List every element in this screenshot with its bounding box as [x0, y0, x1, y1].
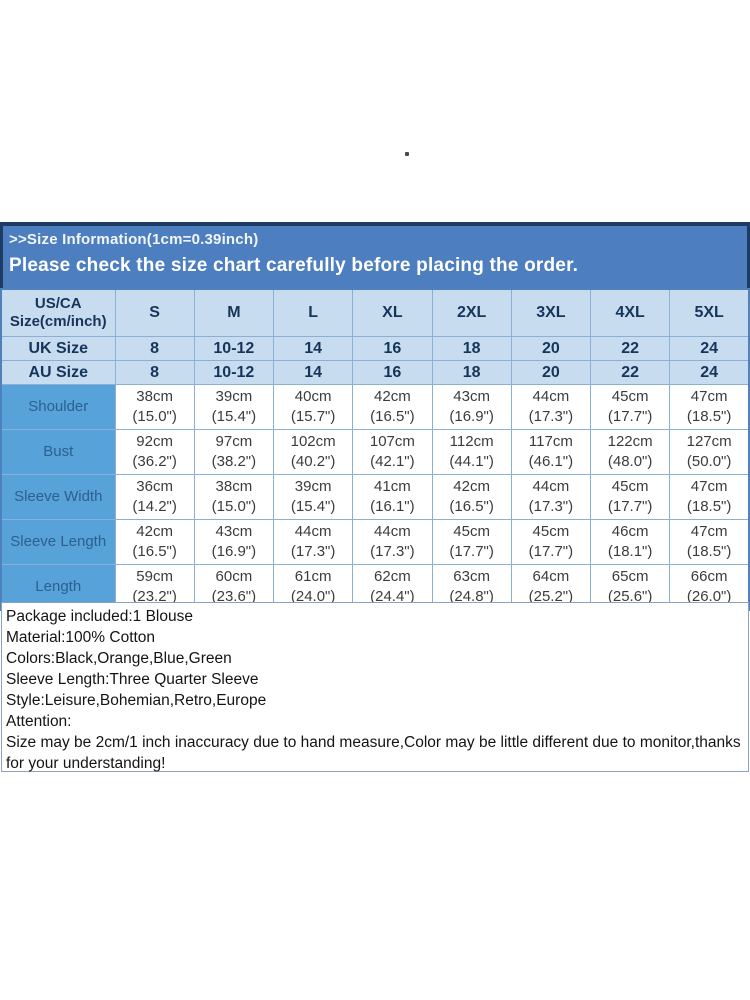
detail-line-attention: Attention: — [6, 713, 72, 730]
size-cell: 44cm (17.3") — [352, 518, 433, 565]
measurement-row-shoulder: Shoulder 38cm (15.0") 39cm (15.4") 40cm (15… — [0, 383, 750, 430]
size-header-row: US/CA Size(cm/inch) S M L XL 2XL 3XL 4XL… — [0, 288, 750, 337]
row-label: Bust — [0, 428, 116, 475]
size-header-cell: XL — [352, 288, 433, 337]
row-label: Sleeve Length — [0, 518, 116, 565]
measurement-row-bust: Bust 92cm (36.2") 97cm (38.2") 102cm (40.2"… — [0, 428, 750, 475]
size-cell: 44cm (17.3") — [272, 518, 354, 565]
size-header-cell: 5XL — [669, 288, 750, 337]
uk-size-label: UK Size — [0, 335, 116, 361]
uk-size-value: 10-12 — [193, 335, 275, 361]
size-cell: 97cm (38.2") — [193, 428, 275, 475]
size-cell: 112cm (44.1") — [431, 428, 512, 475]
size-header-cell: 4XL — [589, 288, 671, 337]
size-header-cell: 3XL — [510, 288, 592, 337]
detail-line-style: Style:Leisure,Bohemian,Retro,Europe — [6, 692, 267, 709]
size-header-cell: 2XL — [431, 288, 512, 337]
size-cell: 44cm (17.3") — [510, 473, 592, 520]
size-cell: 47cm (18.5") — [669, 473, 750, 520]
size-cell: 38cm (15.0") — [193, 473, 275, 520]
au-size-value: 24 — [669, 359, 750, 385]
size-cell: 43cm (16.9") — [431, 383, 512, 430]
detail-line-sleeve-length: Sleeve Length:Three Quarter Sleeve — [6, 671, 259, 688]
banner-subtitle: Please check the size chart carefully be… — [9, 255, 579, 276]
uk-size-value: 16 — [352, 335, 433, 361]
corner-header-cell: US/CA Size(cm/inch) — [0, 288, 116, 337]
size-cell: 127cm (50.0") — [669, 428, 750, 475]
au-size-value: 20 — [510, 359, 592, 385]
au-size-value: 18 — [431, 359, 512, 385]
detail-line-material: Material:100% Cotton — [6, 629, 156, 646]
banner-title: >>Size Information(1cm=0.39inch) — [9, 231, 259, 248]
product-details-block: Package included:1 Blouse Material:100% … — [1, 602, 749, 772]
uk-size-value: 20 — [510, 335, 592, 361]
detail-line-disclaimer: Size may be 2cm/1 inch inaccuracy due to… — [6, 734, 741, 772]
size-cell: 44cm (17.3") — [510, 383, 592, 430]
size-cell: 41cm (16.1") — [352, 473, 433, 520]
size-cell: 38cm (15.0") — [114, 383, 195, 430]
size-cell: 42cm (16.5") — [431, 473, 512, 520]
size-cell: 64cm (25.2") — [510, 563, 592, 610]
size-info-banner: >>Size Information(1cm=0.39inch) Please … — [0, 222, 750, 288]
uk-size-value: 18 — [431, 335, 512, 361]
row-label: Sleeve Width — [0, 473, 116, 520]
size-header-cell: M — [193, 288, 275, 337]
au-size-value: 8 — [114, 359, 195, 385]
uk-size-row: UK Size 8 10-12 14 16 18 20 22 24 — [0, 335, 750, 361]
size-cell: 107cm (42.1") — [352, 428, 433, 475]
detail-line-package: Package included:1 Blouse — [6, 608, 193, 625]
size-cell: 102cm (40.2") — [272, 428, 354, 475]
size-cell: 42cm (16.5") — [114, 518, 195, 565]
size-cell: 47cm (18.5") — [669, 383, 750, 430]
au-size-value: 16 — [352, 359, 433, 385]
au-size-value: 14 — [272, 359, 354, 385]
au-size-row: AU Size 8 10-12 14 16 18 20 22 24 — [0, 359, 750, 385]
size-header-cell: L — [272, 288, 354, 337]
size-cell: 63cm (24.8") — [431, 563, 512, 610]
size-header-cell: S — [114, 288, 195, 337]
uk-size-value: 14 — [272, 335, 354, 361]
size-cell: 60cm (23.6") — [193, 563, 275, 610]
size-cell: 43cm (16.9") — [193, 518, 275, 565]
size-cell: 47cm (18.5") — [669, 518, 750, 565]
size-cell: 117cm (46.1") — [510, 428, 592, 475]
size-cell: 45cm (17.7") — [589, 383, 671, 430]
size-cell: 122cm (48.0") — [589, 428, 671, 475]
measurement-row-sleeve-width: Sleeve Width 36cm (14.2") 38cm (15.0") 39c… — [0, 473, 750, 520]
measurement-row-sleeve-length: Sleeve Length 42cm (16.5") 43cm (16.9") 44… — [0, 518, 750, 565]
au-size-value: 22 — [589, 359, 671, 385]
size-cell: 92cm (36.2") — [114, 428, 195, 475]
size-chart-table: US/CA Size(cm/inch) S M L XL 2XL 3XL 4XL… — [0, 288, 750, 611]
uk-size-value: 8 — [114, 335, 195, 361]
row-label: Shoulder — [0, 383, 116, 430]
detail-line-colors: Colors:Black,Orange,Blue,Green — [6, 650, 232, 667]
size-cell: 42cm (16.5") — [352, 383, 433, 430]
size-cell: 39cm (15.4") — [272, 473, 354, 520]
artifact-dot — [405, 152, 409, 156]
uk-size-value: 24 — [669, 335, 750, 361]
uk-size-value: 22 — [589, 335, 671, 361]
au-size-value: 10-12 — [193, 359, 275, 385]
size-cell: 40cm (15.7") — [272, 383, 354, 430]
size-cell: 45cm (17.7") — [431, 518, 512, 565]
size-cell: 45cm (17.7") — [589, 473, 671, 520]
size-cell: 46cm (18.1") — [589, 518, 671, 565]
size-cell: 45cm (17.7") — [510, 518, 592, 565]
size-cell: 39cm (15.4") — [193, 383, 275, 430]
au-size-label: AU Size — [0, 359, 116, 385]
size-cell: 36cm (14.2") — [114, 473, 195, 520]
